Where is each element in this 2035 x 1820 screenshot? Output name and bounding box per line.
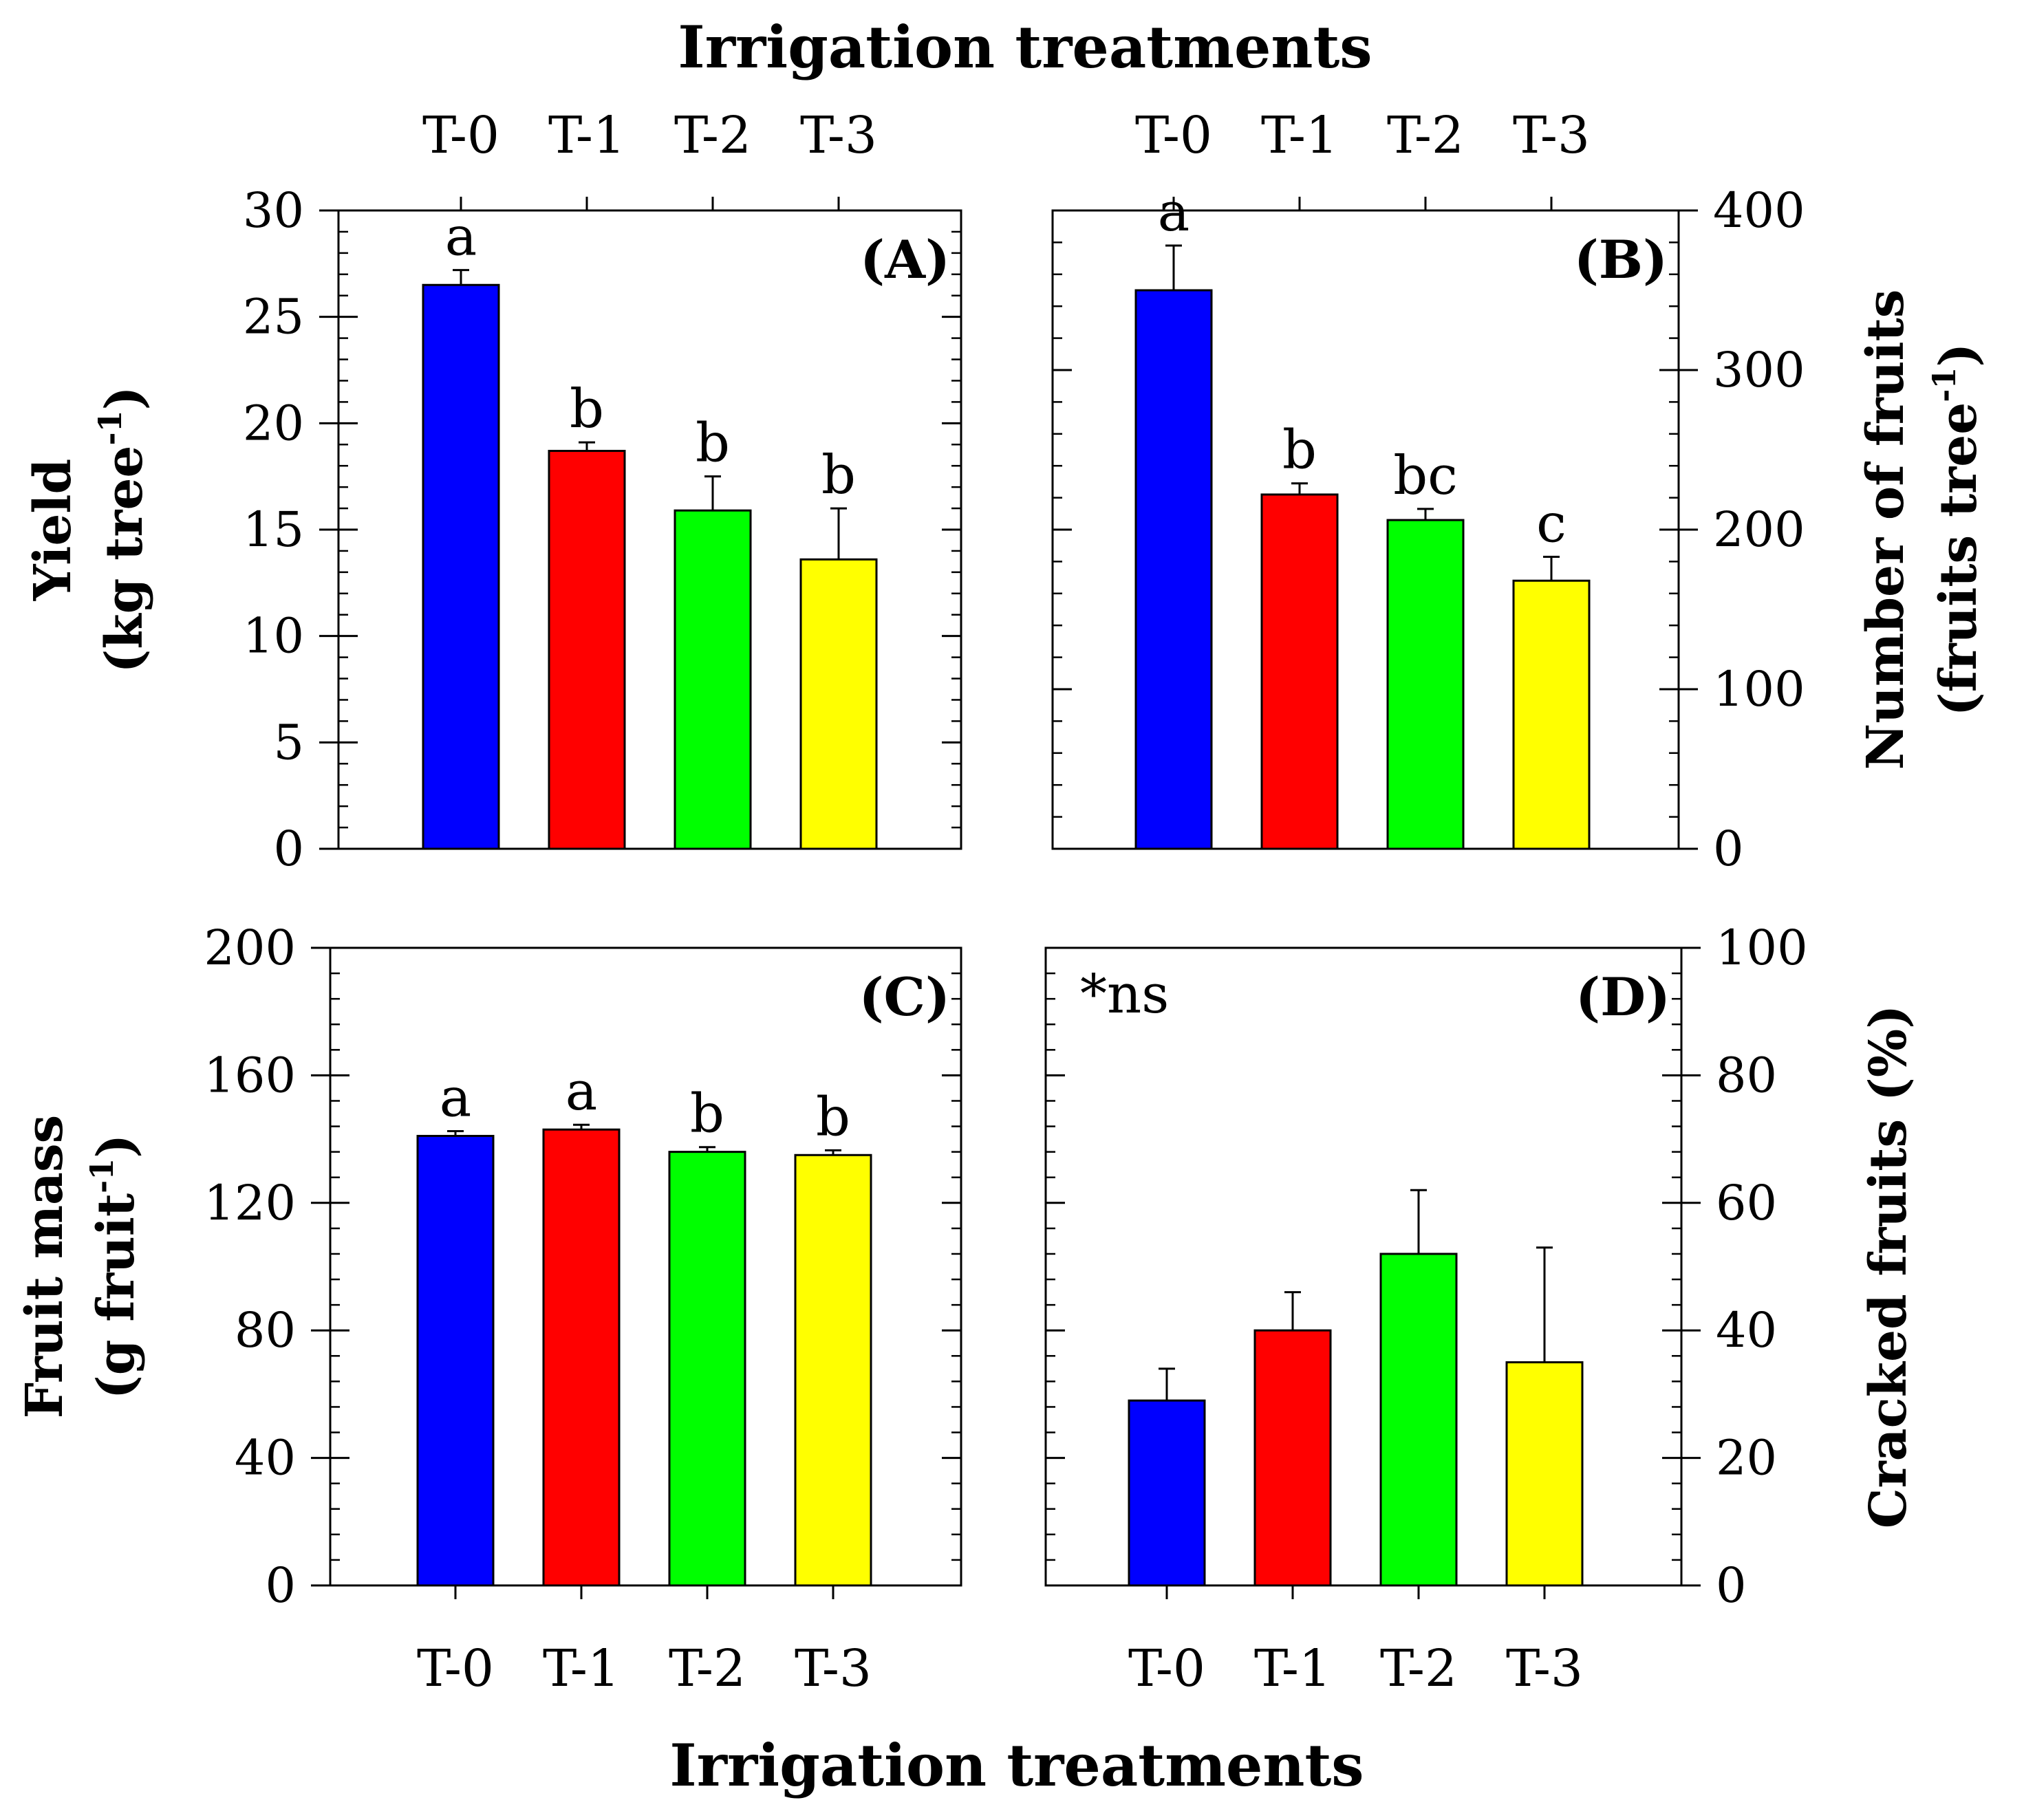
- y-axis-unit-label: (kg tree-1): [91, 386, 154, 673]
- panel-label: (B): [1574, 229, 1668, 290]
- y-tick-label: 0: [273, 821, 304, 877]
- significance-letter: b: [570, 378, 604, 440]
- significance-letter: b: [821, 444, 856, 506]
- bar-t-2: [1386, 519, 1465, 850]
- y-tick-label: 400: [1713, 182, 1805, 239]
- category-label: T-1: [548, 106, 625, 165]
- y-tick-label: 200: [204, 920, 296, 976]
- bar-t-1: [1253, 1329, 1332, 1587]
- significance-letter: b: [696, 413, 730, 475]
- y-axis-label: Cracked fruits (%): [1859, 1005, 1918, 1528]
- category-label: T-1: [543, 1639, 620, 1698]
- y-axis-label: Yield: [23, 459, 83, 602]
- y-tick-label: 120: [204, 1175, 296, 1231]
- y-tick-label: 0: [1716, 1557, 1747, 1614]
- bar-t-3: [1505, 1361, 1584, 1587]
- y-tick-label: 30: [243, 182, 304, 239]
- category-label: T-0: [417, 1639, 494, 1698]
- category-label: T-2: [1387, 106, 1464, 165]
- y-axis-unit-text: (kg tree: [95, 446, 154, 673]
- plot-frame: [329, 946, 962, 1587]
- significance-letter: b: [690, 1083, 724, 1145]
- bar-t-1: [542, 1128, 621, 1587]
- y-tick-label: 10: [243, 608, 304, 664]
- category-label: T-2: [674, 106, 751, 165]
- y-axis-label: Fruit mass: [15, 1115, 74, 1419]
- category-label: T-1: [1261, 106, 1338, 165]
- significance-letter: b: [816, 1086, 850, 1148]
- significance-letter: a: [1158, 182, 1190, 243]
- y-axis-unit-superscript: -1: [91, 410, 129, 445]
- y-axis-unit-close: ): [1929, 343, 1988, 367]
- y-axis-unit-text: (g fruit: [87, 1193, 146, 1399]
- bar-t-2: [674, 509, 752, 850]
- y-tick-label: 20: [1716, 1430, 1777, 1486]
- category-label: T-0: [1135, 106, 1212, 165]
- y-axis-label: Number of fruits: [1856, 290, 1915, 770]
- y-tick-label: 0: [1713, 821, 1744, 877]
- bar-t-1: [1260, 493, 1339, 850]
- category-label: T-3: [795, 1639, 872, 1698]
- y-tick-label: 100: [1713, 661, 1805, 717]
- y-axis-unit-label: (fruits tree-1): [1926, 343, 1988, 717]
- panel-d: 0 20 40 60 80 100 T-0 T-1 T-2 T-3 (D) *ns Cracked fr…: [1044, 920, 1918, 1698]
- category-label: T-2: [1380, 1639, 1457, 1698]
- significance-letter: c: [1536, 492, 1566, 554]
- y-tick-label: 20: [243, 395, 304, 451]
- y-axis-unit-text: (fruits tree: [1929, 402, 1988, 717]
- y-tick-label: 40: [1716, 1302, 1777, 1358]
- y-tick-label: 5: [273, 714, 304, 770]
- y-axis-unit-superscript: -1: [83, 1158, 120, 1193]
- bar-t-3: [1512, 579, 1591, 850]
- y-tick-label: 0: [265, 1557, 296, 1614]
- category-label: T-3: [1506, 1639, 1583, 1698]
- panel-c: 0 40 80 120 160 200 a T-0 a T-1 b T-2 b T-3 (C) Fruit m…: [15, 920, 962, 1698]
- y-tick-label: 100: [1716, 920, 1808, 976]
- y-tick-label: 160: [204, 1047, 296, 1103]
- significance-letter: bc: [1393, 445, 1458, 507]
- y-axis-unit-superscript: -1: [1926, 367, 1963, 402]
- y-tick-label: 40: [235, 1430, 296, 1486]
- panel-a: 0 5 10 15 20 25 30 a T-0 b T-1 b T-2 b T-3 (A) Yield (kg …: [23, 106, 962, 877]
- significance-letter: a: [566, 1061, 598, 1123]
- category-label: T-2: [669, 1639, 746, 1698]
- category-label: T-0: [1128, 1639, 1205, 1698]
- y-tick-label: 300: [1713, 342, 1805, 398]
- bar-t-0: [422, 283, 500, 850]
- bar-t-3: [794, 1153, 872, 1587]
- category-label: T-0: [422, 106, 499, 165]
- panel-label: (A): [860, 229, 950, 290]
- category-label: T-3: [1513, 106, 1590, 165]
- category-label: T-1: [1254, 1639, 1331, 1698]
- y-tick-label: 200: [1713, 501, 1805, 558]
- y-tick-label: 60: [1716, 1175, 1777, 1231]
- y-axis-unit-close: ): [87, 1134, 146, 1158]
- bar-t-2: [668, 1151, 746, 1587]
- significance-letter: b: [1282, 420, 1317, 481]
- panel-b: 0 100 200 300 400 a T-0 b T-1 bc T-2 c T-3 (B) Number …: [1051, 106, 1988, 877]
- y-tick-label: 15: [243, 501, 304, 558]
- y-axis-unit-close: ): [95, 386, 154, 410]
- bar-t-0: [1128, 1399, 1206, 1587]
- significance-letter: a: [445, 206, 477, 268]
- bar-t-3: [799, 558, 878, 850]
- panel-label: (C): [859, 966, 950, 1028]
- y-tick-label: 80: [1716, 1047, 1777, 1103]
- significance-letter: a: [440, 1068, 472, 1129]
- bottom-title: Irrigation treatments: [669, 1731, 1364, 1799]
- bar-t-1: [548, 450, 626, 850]
- bar-t-2: [1379, 1253, 1458, 1587]
- y-tick-label: 80: [235, 1302, 296, 1358]
- annotation-ns: *ns: [1080, 964, 1169, 1026]
- category-label: T-3: [800, 106, 877, 165]
- bar-t-0: [1134, 289, 1213, 850]
- top-title: Irrigation treatments: [678, 13, 1372, 81]
- plot-frame: [1044, 946, 1683, 1587]
- y-tick-label: 25: [243, 289, 304, 345]
- y-axis-unit-label: (g fruit-1): [83, 1134, 146, 1400]
- bar-t-0: [416, 1134, 495, 1587]
- panel-label: (D): [1575, 966, 1670, 1028]
